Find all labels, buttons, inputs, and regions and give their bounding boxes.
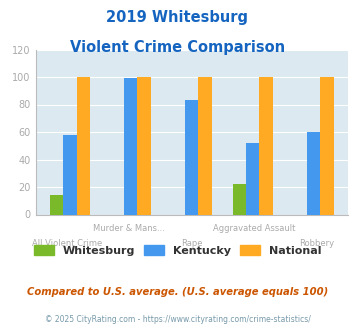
Text: Violent Crime Comparison: Violent Crime Comparison xyxy=(70,40,285,54)
Bar xyxy=(307,132,320,214)
Text: All Violent Crime: All Violent Crime xyxy=(32,239,102,248)
Text: Rape: Rape xyxy=(181,239,202,248)
Bar xyxy=(63,135,77,214)
Legend: Whitesburg, Kentucky, National: Whitesburg, Kentucky, National xyxy=(29,241,326,260)
Text: Compared to U.S. average. (U.S. average equals 100): Compared to U.S. average. (U.S. average … xyxy=(27,287,328,297)
Bar xyxy=(320,77,334,214)
Bar xyxy=(50,195,63,214)
Text: Murder & Mans...: Murder & Mans... xyxy=(93,224,165,233)
Bar xyxy=(246,143,260,214)
Bar xyxy=(185,100,198,214)
Text: © 2025 CityRating.com - https://www.cityrating.com/crime-statistics/: © 2025 CityRating.com - https://www.city… xyxy=(45,315,310,324)
Bar xyxy=(233,184,246,214)
Bar xyxy=(124,79,137,214)
Bar xyxy=(77,77,90,214)
Text: Robbery: Robbery xyxy=(299,239,334,248)
Text: Aggravated Assault: Aggravated Assault xyxy=(213,224,295,233)
Bar xyxy=(137,77,151,214)
Text: 2019 Whitesburg: 2019 Whitesburg xyxy=(106,10,248,25)
Bar xyxy=(198,77,212,214)
Bar xyxy=(260,77,273,214)
